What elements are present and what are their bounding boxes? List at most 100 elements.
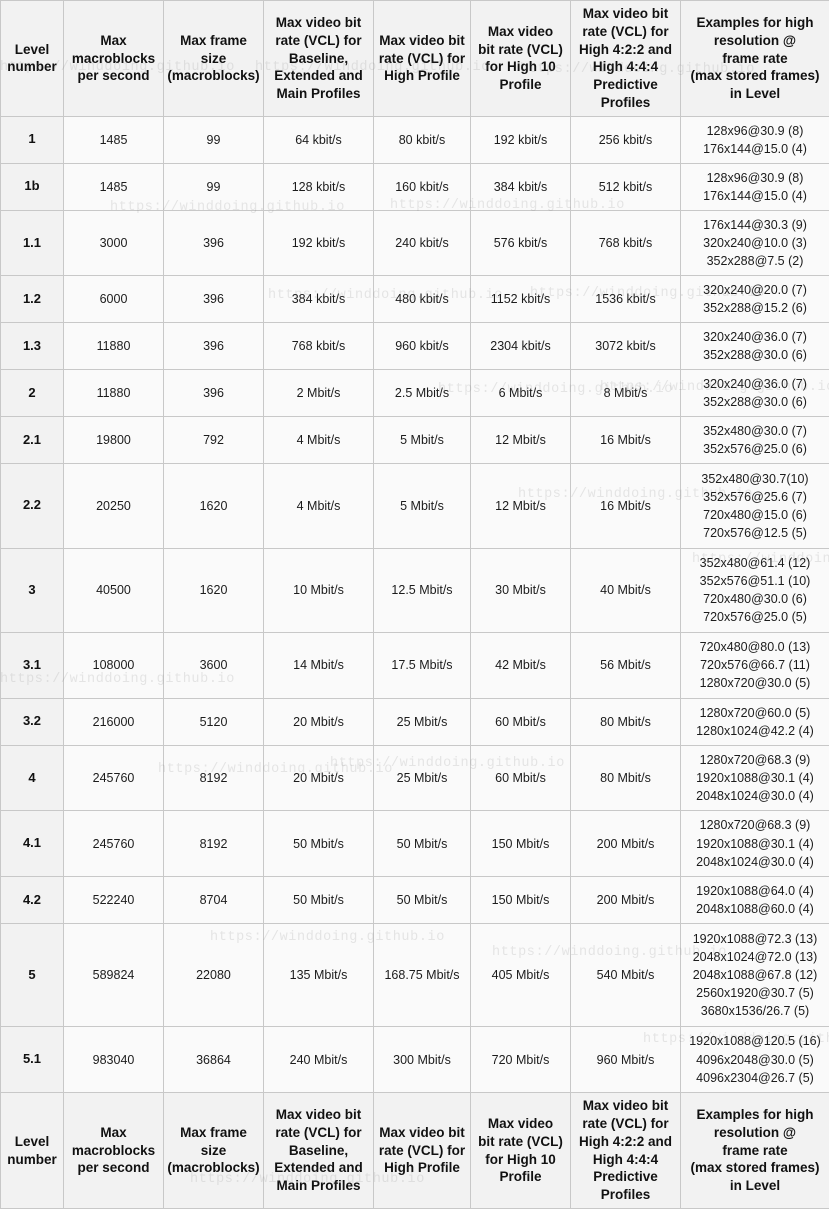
cell-examples: 128x96@30.9 (8) 176x144@15.0 (4) [680,115,829,164]
cell-br_high422_444: 540 Mbit/s [570,922,681,1028]
cell-br_high: 50 Mbit/s [373,810,471,878]
cell-br_baseline: 50 Mbit/s [263,810,374,878]
cell-max_frame_size: 8704 [163,876,264,924]
cell-max_frame_size: 3600 [163,632,264,699]
cell-level: 1.1 [0,209,64,277]
footer-header-row: Level number Max macroblocks per second Ma… [0,1092,829,1209]
column-header-3: Max video bit rate (VCL) for Baseline, E… [263,1092,374,1209]
column-header-5: Max video bit rate (VCL) for High 10 Pro… [470,1092,571,1209]
cell-br_high422_444: 200 Mbit/s [570,876,681,924]
column-header-1: Max macroblocks per second [63,0,164,117]
cell-br_baseline: 4 Mbit/s [263,463,374,549]
column-header-4: Max video bit rate (VCL) for High Profil… [373,1092,471,1209]
cell-br_baseline: 14 Mbit/s [263,632,374,699]
table-row: 4.1 245760 8192 50 Mbit/s 50 Mbit/s 150 Mbit/… [0,810,829,878]
cell-br_baseline: 135 Mbit/s [263,922,374,1028]
column-header-4: Max video bit rate (VCL) for High Profil… [373,0,471,117]
cell-br_high422_444: 256 kbit/s [570,115,681,164]
column-header-7: Examples for high resolution @ frame rat… [680,0,829,117]
cell-max_mb_per_sec: 1485 [63,162,164,211]
cell-br_high: 2.5 Mbit/s [373,369,471,418]
cell-max_mb_per_sec: 522240 [63,876,164,924]
cell-br_high422_444: 8 Mbit/s [570,369,681,418]
cell-examples: 352x480@61.4 (12) 352x576@51.1 (10) 720x… [680,547,829,634]
cell-level: 1.2 [0,275,64,324]
column-header-3: Max video bit rate (VCL) for Baseline, E… [263,0,374,117]
cell-br_high422_444: 960 Mbit/s [570,1026,681,1094]
cell-br_baseline: 20 Mbit/s [263,697,374,746]
table-row: 1 1485 99 64 kbit/s 80 kbit/s 192 kbit/s 256 k… [0,115,829,164]
table-row: 5.1 983040 36864 240 Mbit/s 300 Mbit/s 720 Mb… [0,1026,829,1094]
table-row: 5 589824 22080 135 Mbit/s 168.75 Mbit/s 405 M… [0,922,829,1028]
table-row: 1.2 6000 396 384 kbit/s 480 kbit/s 1152 kbit/… [0,275,829,324]
cell-max_mb_per_sec: 20250 [63,463,164,549]
cell-max_frame_size: 22080 [163,922,264,1028]
cell-br_high10: 30 Mbit/s [470,547,571,634]
table-row: 3.1 108000 3600 14 Mbit/s 17.5 Mbit/s 42 Mbit… [0,632,829,699]
cell-br_baseline: 240 Mbit/s [263,1026,374,1094]
cell-max_mb_per_sec: 108000 [63,632,164,699]
cell-br_high10: 6 Mbit/s [470,369,571,418]
column-header-0: Level number [0,1092,64,1209]
cell-max_mb_per_sec: 3000 [63,209,164,277]
cell-level: 3.1 [0,632,64,699]
cell-br_baseline: 10 Mbit/s [263,547,374,634]
cell-max_frame_size: 36864 [163,1026,264,1094]
table-row: 4 245760 8192 20 Mbit/s 25 Mbit/s 60 Mbit/s 80… [0,744,829,812]
cell-examples: 1280x720@60.0 (5) 1280x1024@42.2 (4) [680,697,829,746]
cell-examples: 320x240@36.0 (7) 352x288@30.0 (6) [680,322,829,371]
column-header-0: Level number [0,0,64,117]
cell-max_frame_size: 8192 [163,744,264,812]
cell-br_high: 50 Mbit/s [373,876,471,924]
cell-max_frame_size: 1620 [163,463,264,549]
cell-br_high10: 405 Mbit/s [470,922,571,1028]
cell-br_high422_444: 40 Mbit/s [570,547,681,634]
cell-br_high10: 2304 kbit/s [470,322,571,371]
column-header-1: Max macroblocks per second [63,1092,164,1209]
cell-br_high10: 150 Mbit/s [470,876,571,924]
table-row: 4.2 522240 8704 50 Mbit/s 50 Mbit/s 150 Mbit/… [0,876,829,924]
cell-br_high10: 576 kbit/s [470,209,571,277]
cell-br_high: 17.5 Mbit/s [373,632,471,699]
cell-br_high: 960 kbit/s [373,322,471,371]
cell-level: 5.1 [0,1026,64,1094]
cell-level: 3.2 [0,697,64,746]
cell-br_high10: 42 Mbit/s [470,632,571,699]
cell-br_high422_444: 80 Mbit/s [570,744,681,812]
cell-br_high422_444: 200 Mbit/s [570,810,681,878]
cell-level: 2.1 [0,416,64,465]
table-row: 1.1 3000 396 192 kbit/s 240 kbit/s 576 kbit/s… [0,209,829,277]
cell-examples: 352x480@30.0 (7) 352x576@25.0 (6) [680,416,829,465]
cell-br_high10: 60 Mbit/s [470,697,571,746]
cell-br_high10: 12 Mbit/s [470,416,571,465]
cell-br_high10: 60 Mbit/s [470,744,571,812]
cell-br_high: 168.75 Mbit/s [373,922,471,1028]
cell-br_high10: 1152 kbit/s [470,275,571,324]
cell-max_mb_per_sec: 245760 [63,744,164,812]
cell-max_frame_size: 8192 [163,810,264,878]
cell-level: 5 [0,922,64,1028]
cell-max_mb_per_sec: 19800 [63,416,164,465]
cell-max_mb_per_sec: 589824 [63,922,164,1028]
cell-max_mb_per_sec: 11880 [63,369,164,418]
cell-br_high422_444: 1536 kbit/s [570,275,681,324]
cell-br_high10: 720 Mbit/s [470,1026,571,1094]
cell-br_baseline: 192 kbit/s [263,209,374,277]
cell-br_high: 25 Mbit/s [373,697,471,746]
cell-level: 4 [0,744,64,812]
cell-level: 1b [0,162,64,211]
cell-br_baseline: 50 Mbit/s [263,876,374,924]
cell-examples: 128x96@30.9 (8) 176x144@15.0 (4) [680,162,829,211]
cell-br_high: 80 kbit/s [373,115,471,164]
table-row: 2 11880 396 2 Mbit/s 2.5 Mbit/s 6 Mbit/s 8 Mbi… [0,369,829,418]
cell-br_high: 12.5 Mbit/s [373,547,471,634]
cell-examples: 1920x1088@64.0 (4) 2048x1088@60.0 (4) [680,876,829,924]
cell-br_high: 480 kbit/s [373,275,471,324]
cell-br_high10: 192 kbit/s [470,115,571,164]
column-header-7: Examples for high resolution @ frame rat… [680,1092,829,1209]
cell-br_high422_444: 3072 kbit/s [570,322,681,371]
cell-br_high10: 384 kbit/s [470,162,571,211]
cell-examples: 320x240@36.0 (7) 352x288@30.0 (6) [680,369,829,418]
cell-max_mb_per_sec: 11880 [63,322,164,371]
